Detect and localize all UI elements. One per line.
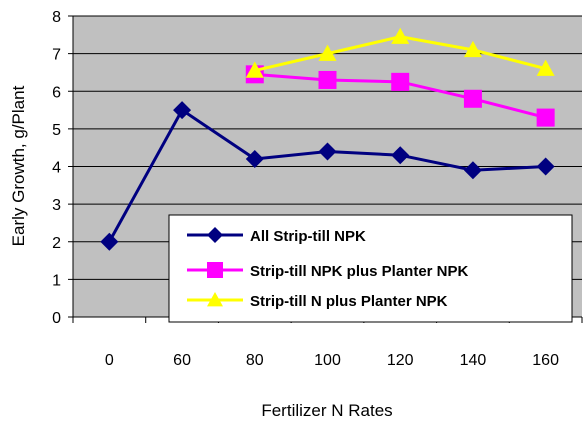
x-tick-label: 100 bbox=[314, 352, 341, 369]
x-tick-label: 60 bbox=[173, 352, 191, 369]
x-tick-labels: 0 60 80 100 120 140 160 bbox=[105, 352, 559, 369]
x-tick-label: 120 bbox=[387, 352, 414, 369]
data-point bbox=[391, 73, 409, 91]
x-tick-label: 160 bbox=[532, 352, 559, 369]
y-tick-label: 1 bbox=[52, 272, 61, 289]
y-tick-labels: 0 1 2 3 4 5 6 7 8 bbox=[52, 9, 61, 327]
x-tick-label: 0 bbox=[105, 352, 114, 369]
y-tick-label: 8 bbox=[52, 9, 61, 26]
y-tick-label: 5 bbox=[52, 122, 61, 139]
y-tick-label: 3 bbox=[52, 197, 61, 214]
y-tick-label: 6 bbox=[52, 84, 61, 101]
data-point bbox=[537, 109, 555, 127]
y-tick-label: 2 bbox=[52, 235, 61, 252]
data-point bbox=[464, 90, 482, 108]
legend: All Strip-till NPK Strip-till NPK plus Pl… bbox=[169, 215, 572, 322]
x-tick-label: 140 bbox=[460, 352, 487, 369]
legend-label: Strip-till NPK plus Planter NPK bbox=[250, 263, 469, 280]
x-tick-label: 80 bbox=[246, 352, 264, 369]
legend-label: Strip-till N plus Planter NPK bbox=[250, 293, 448, 310]
x-axis-title: Fertilizer N Rates bbox=[261, 401, 392, 420]
legend-label: All Strip-till NPK bbox=[250, 228, 366, 245]
y-tick-label: 7 bbox=[52, 47, 61, 64]
y-tick-label: 0 bbox=[52, 310, 61, 327]
y-axis-title: Early Growth, g/Plant bbox=[9, 85, 28, 246]
data-point bbox=[319, 71, 337, 89]
y-tick-label: 4 bbox=[52, 160, 61, 177]
legend-marker bbox=[207, 262, 223, 278]
